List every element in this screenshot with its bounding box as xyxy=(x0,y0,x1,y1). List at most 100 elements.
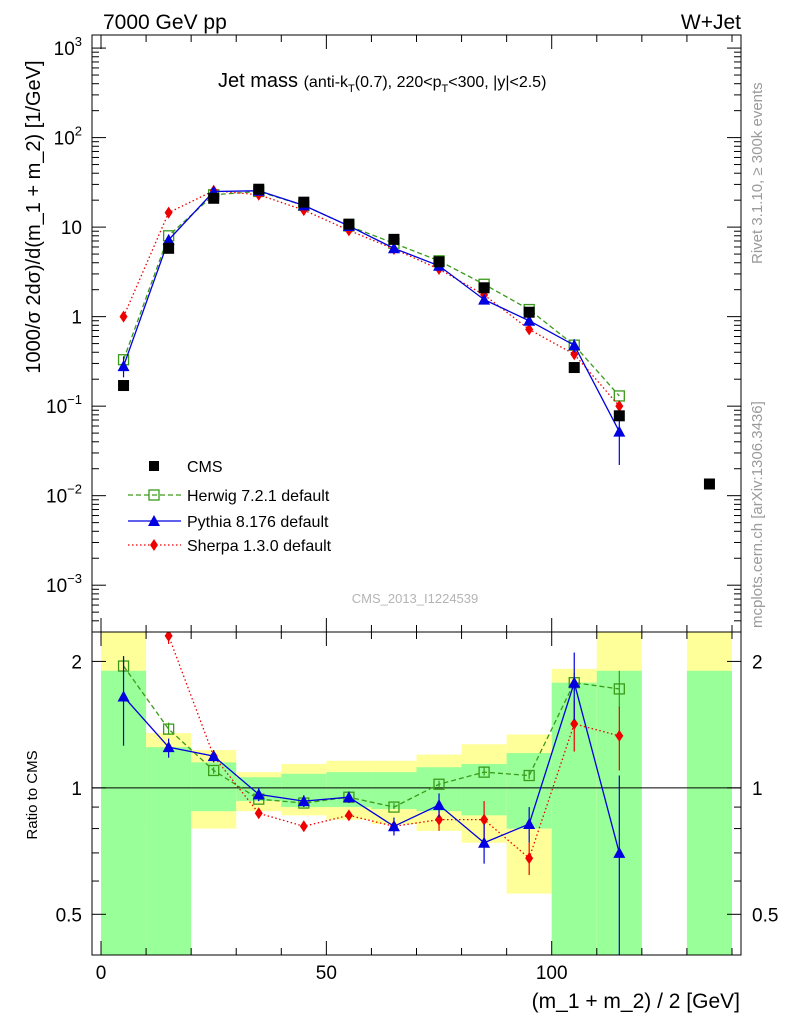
legend: CMS Herwig 7.2.1 default Pythia 8.176 de… xyxy=(128,459,332,555)
plot-title-main: Jet mass xyxy=(218,70,298,92)
ratio-point-herwig-1 xyxy=(162,723,175,735)
main-point-sherpa-1 xyxy=(164,206,173,219)
main-point-sherpa-11 xyxy=(615,400,624,413)
main-y-axis-label: 1000/σ 2dσ)/d(m_1 + m_2) [1/GeV] xyxy=(23,60,45,373)
ratio-point-pythia-6 xyxy=(387,820,400,832)
legend-marker-cms xyxy=(149,461,159,471)
legend-marker-herwig xyxy=(148,489,160,501)
main-point-cms-6 xyxy=(388,233,400,245)
main-point-cms-4 xyxy=(298,196,310,208)
ratio-point-pythia-0 xyxy=(117,690,130,702)
x-tick-label-0: 0 xyxy=(96,963,107,984)
main-point-cms-8 xyxy=(478,282,490,294)
band-inner-12 xyxy=(686,670,732,955)
ratio-point-sherpa-10 xyxy=(570,717,579,730)
band-inner-1 xyxy=(146,747,192,955)
ratio-point-pythia-4 xyxy=(297,795,310,807)
ratio-point-sherpa-3 xyxy=(254,807,263,820)
ratio-point-herwig-11 xyxy=(613,683,625,695)
ratio-point-herwig-6 xyxy=(388,801,400,813)
ratio-point-sherpa-5 xyxy=(344,809,353,822)
main-point-pythia-0 xyxy=(117,360,130,372)
main-point-sherpa-0 xyxy=(119,310,128,323)
main-y-tick-label-4: 10−1 xyxy=(46,392,82,418)
ratio-point-pythia-1 xyxy=(162,741,175,753)
main-point-sherpa-9 xyxy=(525,323,534,336)
ratio-point-herwig-8 xyxy=(478,766,490,778)
x-tick-label-100: 100 xyxy=(536,963,568,984)
legend-marker-pythia xyxy=(148,515,160,526)
plot-title-sub-3: T xyxy=(442,83,449,95)
main-point-pythia-11 xyxy=(613,425,626,437)
ratio-line-herwig xyxy=(123,665,620,808)
ratio-line-pythia xyxy=(123,680,620,854)
ratio-point-sherpa-8 xyxy=(480,813,489,826)
main-point-pythia-8 xyxy=(478,293,491,305)
ratio-point-sherpa-9 xyxy=(525,852,534,865)
ratio-bands xyxy=(92,632,741,955)
main-line-sherpa xyxy=(122,190,620,407)
plot-title-sub-0: (anti-k xyxy=(304,74,349,91)
plot-title-sub-1: T xyxy=(348,83,355,95)
plot-title: Jet mass (anti-kT(0.7), 220<pT<300, |y|<… xyxy=(218,70,546,95)
main-series-cms xyxy=(118,183,715,490)
ratio-point-pythia-2 xyxy=(207,750,220,762)
x-axis-label: (m_1 + m_2) / 2 [GeV] xyxy=(532,990,740,1013)
plot-title-sub-2: (0.7), 220<p xyxy=(355,74,442,91)
main-y-tick-label-0: 103 xyxy=(54,34,82,60)
ratio-point-herwig-2 xyxy=(208,764,220,777)
ratio-y-tick-label-right-0.5: 0.5 xyxy=(752,905,778,926)
main-y-tick-label-5: 10−2 xyxy=(46,482,82,508)
ratio-point-pythia-8 xyxy=(478,836,491,848)
main-series-herwig xyxy=(117,185,625,402)
legend-label-cms: CMS xyxy=(187,459,223,476)
rivet-label: Rivet 3.1.10, ≥ 300k events xyxy=(749,82,766,264)
ratio-point-pythia-7 xyxy=(433,799,446,811)
plot-title-sub-4: <300, |y|<2.5) xyxy=(448,74,546,91)
ratio-y-tick-label-right-2: 2 xyxy=(752,652,763,673)
ratio-point-sherpa-11 xyxy=(615,729,624,742)
main-point-cms-7 xyxy=(433,256,445,268)
main-point-cms-1 xyxy=(163,242,175,254)
main-y-tick-label-6: 10−3 xyxy=(46,571,82,597)
main-point-cms-5 xyxy=(343,218,355,230)
main-y-tick-label-3: 1 xyxy=(71,308,82,329)
ratio-series-pythia xyxy=(117,652,626,955)
legend-label-pythia: Pythia 8.176 default xyxy=(187,514,329,531)
main-point-cms-0 xyxy=(118,380,130,392)
ratio-point-sherpa-7 xyxy=(435,813,444,826)
main-point-cms-2 xyxy=(208,192,220,204)
ratio-point-herwig-7 xyxy=(433,778,445,790)
ratio-point-pythia-9 xyxy=(523,818,536,830)
main-point-pythia-10 xyxy=(568,339,581,351)
ratio-point-pythia-3 xyxy=(252,788,265,800)
ratio-series-sherpa xyxy=(120,458,624,876)
header-left: 7000 GeV pp xyxy=(103,11,227,34)
main-series-pythia xyxy=(117,184,626,466)
main-point-sherpa-10 xyxy=(570,348,579,361)
ratio-y-axis-label: Ratio to CMS xyxy=(24,750,41,839)
ratio-point-pythia-11 xyxy=(613,846,626,858)
ratio-line-sherpa xyxy=(166,632,620,860)
main-point-pythia-6 xyxy=(387,242,400,254)
ratio-y-tick-label-2: 2 xyxy=(71,652,82,673)
ratio-point-sherpa-0 xyxy=(120,458,128,470)
main-point-cms-12 xyxy=(703,478,715,490)
ratio-point-pythia-10 xyxy=(568,676,581,688)
main-point-cms-3 xyxy=(253,183,265,195)
legend-label-herwig: Herwig 7.2.1 default xyxy=(187,488,330,505)
header-right: W+Jet xyxy=(681,11,741,34)
main-point-pythia-1 xyxy=(162,233,175,245)
main-y-tick-label-1: 102 xyxy=(54,124,82,150)
ratio-point-sherpa-1 xyxy=(164,632,173,642)
ratio-point-pythia-5 xyxy=(342,791,355,803)
main-line-herwig xyxy=(122,190,620,397)
legend-marker-sherpa xyxy=(150,539,158,551)
analysis-id: CMS_2013_I1224539 xyxy=(352,591,479,606)
band-inner-6 xyxy=(371,772,417,810)
main-y-tick-label-2: 10 xyxy=(61,218,82,239)
main-point-cms-11 xyxy=(613,410,625,422)
ratio-y-tick-label-right-1: 1 xyxy=(752,779,763,800)
ratio-series-herwig xyxy=(117,657,625,813)
